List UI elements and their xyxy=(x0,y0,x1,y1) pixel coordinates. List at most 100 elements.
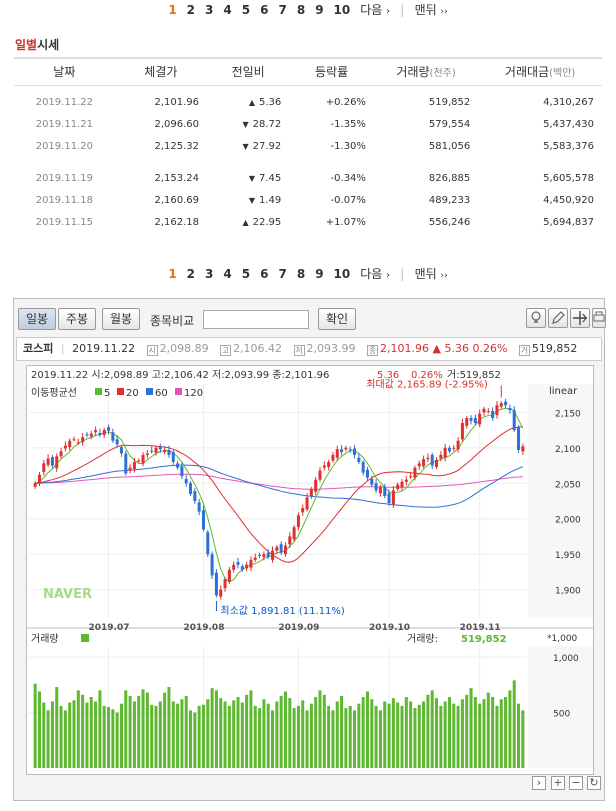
volume-bar xyxy=(348,705,352,768)
last-page-link[interactable]: 맨뒤 ›› xyxy=(415,265,448,282)
page-link[interactable]: 7 xyxy=(278,267,287,281)
page-link[interactable]: 10 xyxy=(333,3,351,17)
monthly-chart-button[interactable]: 월봉 xyxy=(102,308,141,330)
candle-body xyxy=(46,458,50,465)
page-link[interactable]: 6 xyxy=(260,3,269,17)
cell-volume: 579,554 xyxy=(428,118,471,130)
cell-amount: 4,450,920 xyxy=(543,194,594,206)
pencil-icon[interactable] xyxy=(548,308,568,328)
candle-body xyxy=(426,457,430,460)
ma-line-20 xyxy=(35,426,523,563)
candle-body xyxy=(357,457,361,462)
compare-input[interactable] xyxy=(203,310,309,329)
down-triangle-icon: ▼ xyxy=(242,141,249,151)
volume-bar xyxy=(340,695,344,768)
weekly-chart-button[interactable]: 주봉 xyxy=(58,308,97,330)
candle-body xyxy=(145,453,149,455)
page-link[interactable]: 8 xyxy=(296,267,306,281)
page-link[interactable]: 2 xyxy=(186,267,196,281)
table-row: 2019.11.21 2,096.60 ▼ 28.72 -1.35% 579,554 5,4… xyxy=(14,113,602,135)
ma-legend-swatch xyxy=(95,388,102,395)
candle-body xyxy=(521,446,525,452)
page-link[interactable]: 4 xyxy=(223,3,232,17)
candle-body xyxy=(275,547,279,551)
crosshair-icon[interactable] xyxy=(570,308,590,328)
next-label: 다음 xyxy=(360,267,383,281)
volume-bar xyxy=(327,705,331,768)
volume-bar xyxy=(521,710,525,768)
page-link[interactable]: 5 xyxy=(241,3,251,17)
volume-bar xyxy=(85,702,89,768)
bulb-icon[interactable] xyxy=(526,308,546,328)
ma-legend-period: 60 xyxy=(155,388,168,399)
candle-body xyxy=(50,457,54,466)
volume-bar xyxy=(508,690,512,768)
index-name: 코스피 xyxy=(23,342,54,355)
volume-bar xyxy=(184,695,188,768)
page-link[interactable]: 1 xyxy=(168,3,177,17)
down-triangle-icon: ▼ xyxy=(248,195,256,205)
cell-close: 2,153.24 xyxy=(154,172,200,184)
candle-body xyxy=(89,433,93,437)
candle-body xyxy=(456,440,460,450)
page-link[interactable]: 6 xyxy=(260,267,269,281)
header-close: 체결가 xyxy=(114,57,208,86)
pager-divider: | xyxy=(400,267,405,281)
candle-body xyxy=(42,463,46,472)
change-value: 28.72 xyxy=(252,118,282,130)
reset-icon[interactable]: ↻ xyxy=(587,776,601,790)
volume-bar xyxy=(275,701,279,768)
scroll-right-icon[interactable]: › xyxy=(532,776,546,790)
next-page-link[interactable]: 다음 › xyxy=(360,265,390,282)
candle-body xyxy=(206,532,210,555)
page-link[interactable]: 10 xyxy=(333,267,351,281)
volume-bar xyxy=(98,690,102,768)
print-icon[interactable] xyxy=(592,308,606,328)
candle-body xyxy=(193,491,197,501)
price-chart[interactable]: 1,900 1,950 2,000 2,050 2,100 2,150 2019.07 201… xyxy=(26,365,594,775)
candle-body xyxy=(210,554,214,576)
volume-bar xyxy=(473,697,477,768)
change-value: 7.45 xyxy=(259,172,282,184)
candle-body xyxy=(353,448,357,455)
zoom-out-icon[interactable]: − xyxy=(569,776,583,790)
page-link[interactable]: 5 xyxy=(241,267,251,281)
daily-chart-button[interactable]: 일봉 xyxy=(18,308,57,330)
page-link[interactable]: 1 xyxy=(168,267,177,281)
volume-bar xyxy=(132,701,136,768)
candle-body xyxy=(396,484,400,489)
last-page-link[interactable]: 맨뒤 ›› xyxy=(415,1,448,18)
volume-value: 519,852 xyxy=(531,342,578,355)
volume-bar xyxy=(240,702,244,768)
high-value: 2,106.42 xyxy=(233,342,283,355)
candle-body xyxy=(85,434,89,436)
page-link[interactable]: 4 xyxy=(223,267,232,281)
volume-bar xyxy=(413,708,417,768)
page-link[interactable]: 8 xyxy=(296,3,306,17)
volume-bar xyxy=(150,704,154,768)
candle-body xyxy=(102,430,106,436)
candle-body xyxy=(180,466,184,477)
chart-volume-legend: 거:519,852 xyxy=(447,369,501,381)
ma-line-60 xyxy=(35,464,523,508)
page-link[interactable]: 9 xyxy=(315,267,324,281)
quote-date: 2019.11.22 xyxy=(72,342,136,355)
candle-body xyxy=(309,488,313,497)
page-link[interactable]: 2 xyxy=(186,3,196,17)
confirm-button[interactable]: 확인 xyxy=(318,308,357,330)
page-link[interactable]: 7 xyxy=(278,3,287,17)
cell-rate: -0.34% xyxy=(330,172,366,184)
page-link[interactable]: 3 xyxy=(205,267,214,281)
page-link[interactable]: 3 xyxy=(205,3,214,17)
volume-bar xyxy=(396,702,400,768)
candle-body xyxy=(478,413,482,425)
volume-bar xyxy=(378,710,382,768)
page-link[interactable]: 9 xyxy=(315,3,324,17)
candle-body xyxy=(94,430,98,433)
header-volume-label: 거래량 xyxy=(396,65,430,80)
next-page-link[interactable]: 다음 › xyxy=(360,1,390,18)
volume-bar xyxy=(387,703,391,768)
candle-body xyxy=(132,462,136,470)
zoom-in-icon[interactable]: + xyxy=(551,776,565,790)
